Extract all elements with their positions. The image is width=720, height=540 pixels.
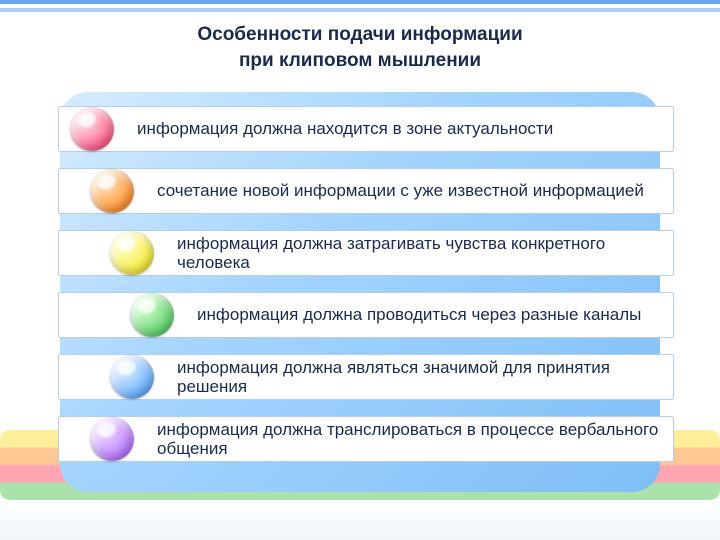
list-item: информация должна находится в зоне актуа… (46, 104, 674, 156)
footer-wash (0, 500, 720, 540)
item-text-1: сочетание новой информации с уже известн… (157, 181, 644, 200)
list-item: информация должна проводиться через разн… (46, 290, 674, 342)
list-item: информация должна затрагивать чувства ко… (46, 228, 674, 280)
bullet-circle-2 (110, 231, 154, 275)
bullet-circle-3 (130, 293, 174, 337)
list-item: информация должна являться значимой для … (46, 352, 674, 404)
item-text-3: информация должна проводиться через разн… (197, 305, 641, 324)
item-bar-1: сочетание новой информации с уже известн… (58, 168, 674, 214)
title-line-2: при клиповом мышлении (239, 50, 481, 71)
item-text-5: информация должна транслироваться в проц… (157, 420, 659, 458)
diagram-rows: информация должна находится в зоне актуа… (46, 104, 674, 476)
top-stripe-group (0, 0, 720, 12)
page-title: Особенности подачи информации при клипов… (0, 22, 720, 73)
list-item: информация должна транслироваться в проц… (46, 414, 674, 466)
top-stripe-3 (0, 8, 720, 12)
item-text-0: информация должна находится в зоне актуа… (137, 119, 553, 138)
title-line-1: Особенности подачи информации (197, 24, 522, 45)
item-bar-5: информация должна транслироваться в проц… (58, 416, 674, 462)
list-item: сочетание новой информации с уже известн… (46, 166, 674, 218)
item-text-4: информация должна являться значимой для … (177, 358, 659, 396)
item-bar-0: информация должна находится в зоне актуа… (58, 106, 674, 152)
bullet-circle-4 (110, 355, 154, 399)
bullet-circle-0 (70, 107, 114, 151)
bullet-circle-5 (90, 417, 134, 461)
item-text-2: информация должна затрагивать чувства ко… (177, 234, 659, 272)
bullet-circle-1 (90, 169, 134, 213)
